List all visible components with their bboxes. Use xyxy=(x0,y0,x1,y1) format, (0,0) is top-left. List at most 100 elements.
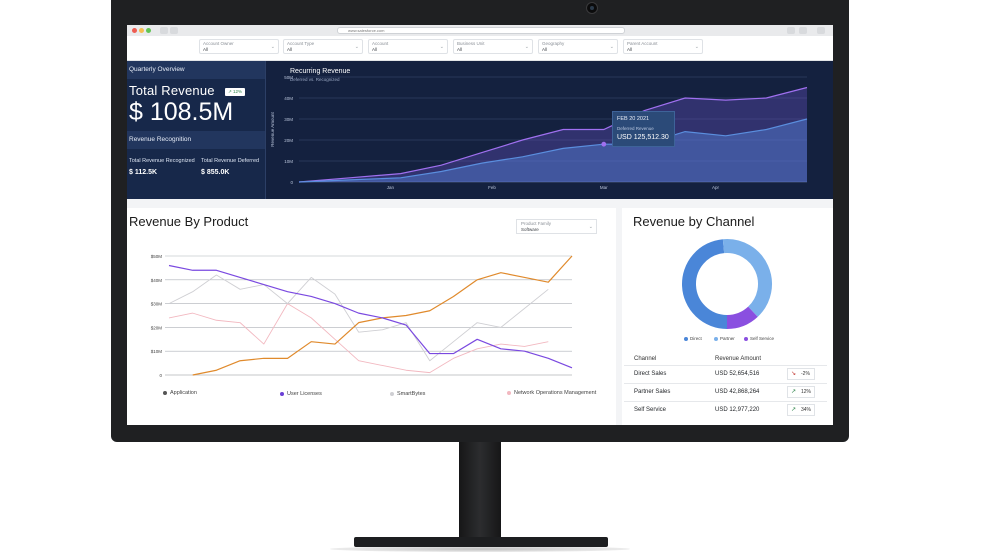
donut-slice xyxy=(726,306,758,329)
chevron-down-icon: ⌄ xyxy=(270,44,275,50)
recurring-revenue-title: Recurring Revenue xyxy=(290,68,351,75)
table-row[interactable]: Direct Sales USD 52,654,516 ↘ -2% xyxy=(624,365,827,384)
channel-amount: USD 52,654,516 xyxy=(715,371,760,377)
channel-amount: USD 12,977,220 xyxy=(715,407,760,413)
series-area xyxy=(299,119,807,182)
monitor-stand-neck xyxy=(459,442,501,539)
quarterly-overview-panel: Quarterly Overview Total Revenue ↗ 12% $… xyxy=(127,61,266,199)
filter-value: Software xyxy=(521,227,539,232)
y-tick-label: $50M xyxy=(151,254,163,259)
donut-slice xyxy=(682,239,728,329)
new-tab-button[interactable] xyxy=(799,27,807,34)
legend-swatch xyxy=(163,390,167,395)
channel-name: Self Service xyxy=(634,407,667,413)
url-bar[interactable]: www.salesforce.com xyxy=(337,27,625,34)
growth-badge-value: 12% xyxy=(233,89,243,94)
change-badge: ↗ 34% xyxy=(787,404,815,416)
maximize-window-icon[interactable] xyxy=(146,28,151,33)
revenue-by-product-title: Revenue By Product xyxy=(129,214,249,229)
recognized-value: $ 112.5K xyxy=(129,169,158,176)
stand-shadow xyxy=(330,546,630,552)
legend-swatch xyxy=(744,336,748,341)
x-tick-label: Apr xyxy=(712,185,720,190)
legend-item-network-operations[interactable]: Network Operations Management xyxy=(507,390,596,396)
filter-label: Account xyxy=(372,41,389,46)
y-tick-label: 20M xyxy=(284,138,293,143)
channel-legend: Direct Partner Self Service xyxy=(684,336,784,344)
y-tick-label: 10M xyxy=(284,159,293,164)
revenue-by-product-chart[interactable]: 0 $10M $20M $30M $40M $50M xyxy=(127,208,616,425)
legend-label: Self Service xyxy=(750,336,775,341)
filter-label: Business Unit xyxy=(457,41,485,46)
forward-button[interactable] xyxy=(170,27,178,34)
series-area xyxy=(299,87,807,182)
filter-value: All xyxy=(457,47,463,52)
filter-business-unit[interactable]: Business Unit All ⌄ xyxy=(453,39,533,54)
y-tick-label: $40M xyxy=(151,278,163,283)
legend-item-application[interactable]: Application xyxy=(163,390,197,396)
tooltip-label: Deferred Revenue xyxy=(617,126,654,131)
growth-badge: ↗ 12% xyxy=(225,88,246,96)
recurring-revenue-subtitle: Deferred vs. Recognized xyxy=(290,77,340,82)
series-line xyxy=(298,86,808,183)
trend-up-icon: ↗ xyxy=(228,89,234,94)
channel-name: Direct Sales xyxy=(634,371,667,377)
quarterly-overview-title: Quarterly Overview xyxy=(129,66,185,73)
column-header-amount: Revenue Amount xyxy=(715,356,762,362)
legend-swatch xyxy=(280,391,284,396)
minimize-window-icon[interactable] xyxy=(139,28,144,33)
legend-item-partner[interactable]: Partner xyxy=(714,336,735,341)
legend-item-user-licenses[interactable]: User Licenses xyxy=(280,391,322,397)
screen: www.salesforce.com Account Owner All ⌄ A… xyxy=(127,25,833,425)
donut-slice xyxy=(722,239,772,317)
chevron-down-icon: ⌄ xyxy=(694,44,699,50)
total-revenue-label: Total Revenue xyxy=(129,83,215,98)
filter-label: Parent Account xyxy=(627,41,658,46)
filter-account-type[interactable]: Account Type All ⌄ xyxy=(283,39,363,54)
quarterly-overview-header: Quarterly Overview xyxy=(127,61,265,79)
webcam-icon xyxy=(586,2,598,14)
overview-band: Quarterly Overview Total Revenue ↗ 12% $… xyxy=(127,61,833,199)
share-button[interactable] xyxy=(787,27,795,34)
series-line xyxy=(168,274,549,362)
filter-value: All xyxy=(627,47,633,52)
filter-value: All xyxy=(542,47,548,52)
y-tick-label: 0 xyxy=(159,373,162,378)
revenue-by-channel-donut[interactable] xyxy=(679,236,775,332)
legend-item-self-service[interactable]: Self Service xyxy=(744,336,774,341)
y-tick-label: $10M xyxy=(151,349,163,354)
chevron-down-icon: ⌄ xyxy=(354,44,359,50)
legend-label: SmartBytes xyxy=(397,391,426,397)
close-window-icon[interactable] xyxy=(132,28,137,33)
legend-swatch xyxy=(390,391,394,396)
tooltip-date: FEB 20 2021 xyxy=(617,116,650,122)
column-header-channel: Channel xyxy=(634,356,657,362)
legend-label: Direct xyxy=(690,336,702,341)
product-family-filter[interactable]: Product Family Software ⌄ xyxy=(516,219,597,234)
legend-label: Partner xyxy=(720,336,735,341)
legend-swatch xyxy=(684,336,688,341)
y-tick-label: 0 xyxy=(290,180,293,185)
revenue-recognition-header: Revenue Recognition xyxy=(127,131,265,149)
recurring-revenue-chart[interactable]: 0 10M 20M 30M 40M 50M Revenue Amount Jan Feb Mar A… xyxy=(267,61,833,199)
legend-item-direct[interactable]: Direct xyxy=(684,336,702,341)
deferred-label: Total Revenue Deferred xyxy=(201,158,260,164)
revenue-by-channel-card: Revenue by Channel Direct Partner Self S… xyxy=(622,208,833,425)
filter-account[interactable]: Account All ⌄ xyxy=(368,39,448,54)
chevron-down-icon: ⌄ xyxy=(588,224,593,230)
trend-down-icon: ↘ xyxy=(791,371,797,377)
filter-geography[interactable]: Geography All ⌄ xyxy=(538,39,618,54)
revenue-by-product-card: Revenue By Product Product Family Softwa… xyxy=(127,208,616,425)
filter-value: All xyxy=(203,47,209,52)
y-tick-label: $30M xyxy=(151,302,163,307)
table-row[interactable]: Self Service USD 12,977,220 ↗ 34% xyxy=(624,401,827,420)
back-button[interactable] xyxy=(160,27,168,34)
filter-label: Account Owner xyxy=(203,41,234,46)
legend-item-smartbytes[interactable]: SmartBytes xyxy=(390,391,425,397)
table-row[interactable]: Partner Sales USD 42,868,264 ↗ 12% xyxy=(624,383,827,402)
filter-parent-account[interactable]: Parent Account All ⌄ xyxy=(623,39,703,54)
deferred-value: $ 855.0K xyxy=(201,169,230,176)
tabs-button[interactable] xyxy=(817,27,825,34)
filter-label: Geography xyxy=(542,41,565,46)
filter-account-owner[interactable]: Account Owner All ⌄ xyxy=(199,39,279,54)
